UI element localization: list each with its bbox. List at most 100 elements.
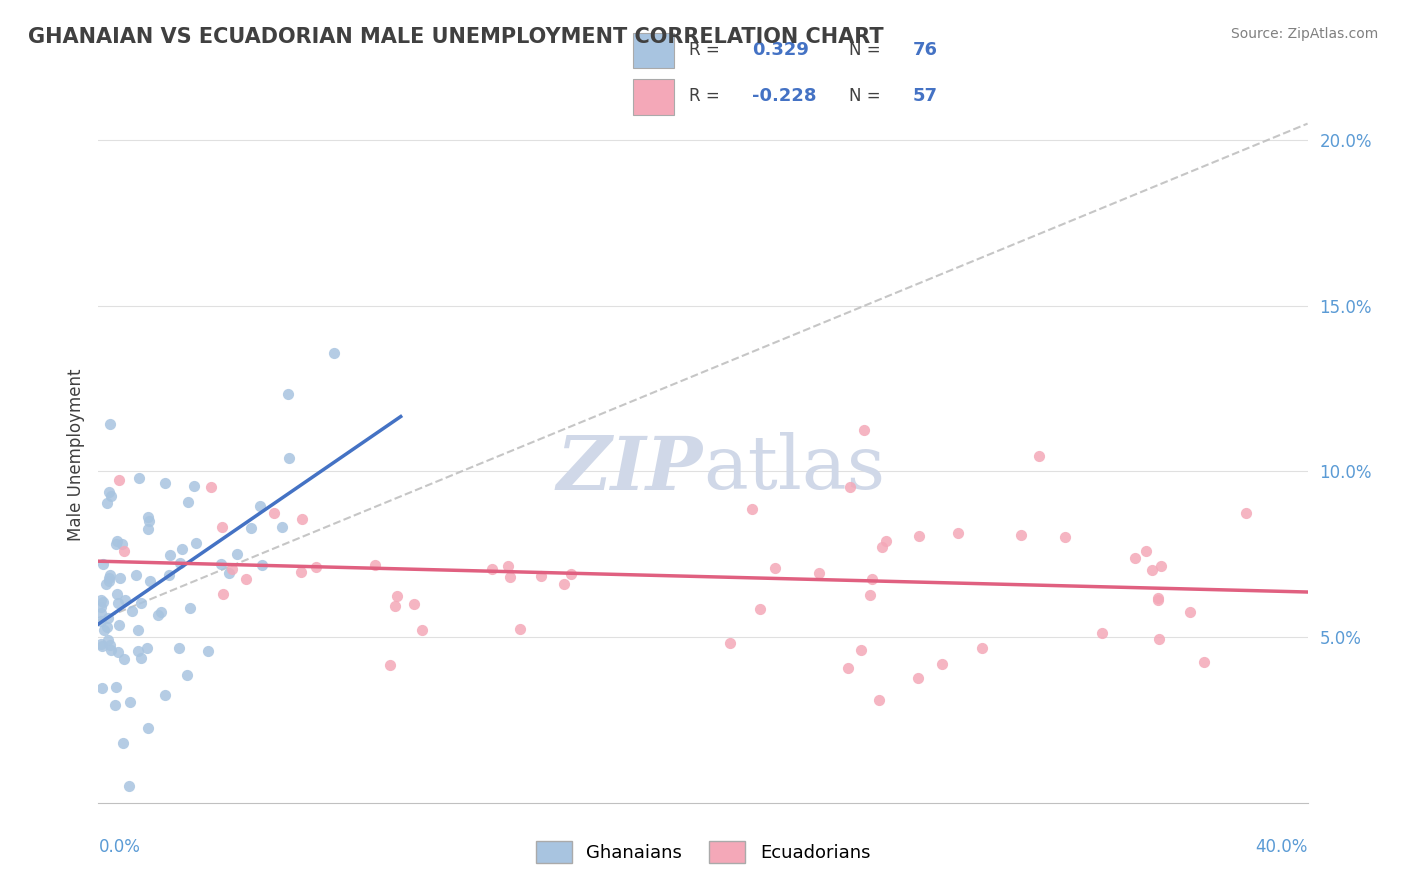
Point xyxy=(235,572,257,586)
Point xyxy=(96,496,118,510)
Point xyxy=(90,606,112,620)
Point xyxy=(138,514,160,528)
Point xyxy=(91,557,114,571)
Point xyxy=(499,570,522,584)
Text: N =: N = xyxy=(849,41,880,59)
Point xyxy=(509,622,531,636)
Point xyxy=(291,511,314,525)
Text: N =: N = xyxy=(849,87,880,105)
Point xyxy=(763,561,786,575)
Point xyxy=(211,587,233,601)
Point xyxy=(1010,527,1032,541)
Point xyxy=(1149,632,1171,647)
Point xyxy=(218,566,240,580)
Point xyxy=(138,522,160,536)
Point xyxy=(177,494,200,508)
Point xyxy=(1123,551,1146,566)
Point xyxy=(1135,543,1157,558)
Point xyxy=(98,485,121,500)
Point xyxy=(128,471,150,485)
Text: ZIP: ZIP xyxy=(557,433,703,505)
Point xyxy=(387,589,409,603)
Point xyxy=(105,587,128,601)
Text: 57: 57 xyxy=(912,87,938,105)
Point xyxy=(1028,450,1050,464)
Point xyxy=(98,567,121,582)
Point xyxy=(159,549,181,563)
Point xyxy=(127,644,149,658)
Point xyxy=(197,644,219,658)
FancyBboxPatch shape xyxy=(633,33,673,69)
Point xyxy=(172,541,194,556)
Point xyxy=(868,693,890,707)
Point xyxy=(121,604,143,618)
Legend: Ghanaians, Ecuadorians: Ghanaians, Ecuadorians xyxy=(529,834,877,870)
Point xyxy=(200,480,222,494)
Point xyxy=(323,346,346,360)
Text: 0.0%: 0.0% xyxy=(98,838,141,855)
Point xyxy=(108,473,131,487)
Point xyxy=(875,534,897,549)
Point xyxy=(1053,531,1076,545)
Point xyxy=(159,567,181,582)
Point xyxy=(718,636,741,650)
Y-axis label: Male Unemployment: Male Unemployment xyxy=(66,368,84,541)
Point xyxy=(98,417,121,432)
Point xyxy=(870,540,893,554)
Point xyxy=(972,640,994,655)
Point xyxy=(277,387,299,401)
Point xyxy=(150,605,173,619)
Point xyxy=(90,637,112,651)
Point xyxy=(221,561,243,575)
Point xyxy=(136,640,159,655)
Point xyxy=(107,618,129,632)
Point xyxy=(250,558,273,572)
Point xyxy=(104,698,127,713)
Point xyxy=(93,595,115,609)
Point xyxy=(104,680,127,694)
Point xyxy=(107,596,129,610)
Point xyxy=(1192,655,1215,669)
Text: R =: R = xyxy=(689,87,720,105)
Point xyxy=(91,639,114,653)
Point xyxy=(931,657,953,672)
Point xyxy=(108,571,131,585)
Point xyxy=(907,529,929,543)
Point xyxy=(118,696,141,710)
Point xyxy=(1178,605,1201,619)
Text: 40.0%: 40.0% xyxy=(1256,838,1308,855)
Point xyxy=(114,593,136,607)
Point xyxy=(93,624,115,638)
Point xyxy=(1091,626,1114,640)
Point xyxy=(112,544,135,558)
Point xyxy=(1140,563,1163,577)
Point xyxy=(481,562,503,576)
Point xyxy=(167,641,190,656)
Point xyxy=(560,567,582,582)
Point xyxy=(100,638,122,652)
Point xyxy=(107,645,129,659)
Point xyxy=(112,736,135,750)
Point xyxy=(263,506,285,520)
Point xyxy=(136,510,159,524)
Point xyxy=(849,642,872,657)
Point xyxy=(858,588,880,602)
Point xyxy=(402,597,425,611)
Point xyxy=(907,672,929,686)
Point xyxy=(411,623,433,637)
Point xyxy=(240,521,263,535)
Point xyxy=(948,525,970,540)
Point xyxy=(139,574,162,589)
Point xyxy=(278,451,301,466)
Point xyxy=(305,560,328,574)
Point xyxy=(1234,506,1257,520)
Point xyxy=(153,688,176,702)
Point xyxy=(105,534,128,549)
Point xyxy=(112,652,135,666)
Point xyxy=(90,600,112,615)
Text: -0.228: -0.228 xyxy=(752,87,817,105)
FancyBboxPatch shape xyxy=(633,78,673,114)
Point xyxy=(853,423,876,437)
Point xyxy=(837,661,859,675)
Point xyxy=(808,566,831,580)
